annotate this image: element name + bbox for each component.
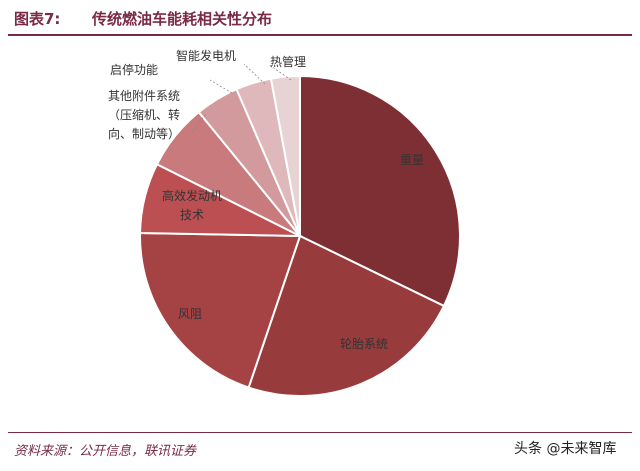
leader-line-5 [209, 79, 233, 94]
slice-label-line: 向、制动等） [108, 126, 180, 141]
slice-label-3: 高效发动机技术 [162, 188, 222, 222]
slice-label-line: 其他附件系统 [108, 89, 180, 103]
top-divider [8, 34, 632, 36]
slice-label-line: 智能发电机 [176, 48, 236, 63]
slice-label-6: 智能发电机 [176, 48, 236, 63]
pie-slices [139, 74, 461, 398]
header: 图表7: 传统燃油车能耗相关性分布 [0, 0, 640, 36]
slice-label-line: 风阻 [178, 307, 202, 321]
slice-label-line: 热管理 [270, 54, 306, 69]
leader-line-7 [267, 63, 292, 81]
watermark: 头条 @未来智库 [510, 437, 621, 459]
pie-slice-1 [247, 234, 446, 398]
slice-label-line: （压缩机、转 [108, 107, 180, 122]
slice-label-5: 启停功能 [110, 62, 158, 77]
pie-slice-0 [299, 74, 461, 308]
slice-label-7: 热管理 [270, 54, 306, 69]
slice-label-line: 轮胎系统 [340, 337, 388, 351]
chart-title: 传统燃油车能耗相关性分布 [92, 10, 273, 28]
slice-label-line: 高效发动机 [162, 188, 222, 203]
source-note: 资料来源：公开信息，联讯证券 [14, 444, 197, 459]
slice-label-4: 其他附件系统 （压缩机、转向、制动等） [108, 89, 180, 141]
pie-slice-7 [269, 74, 301, 237]
slice-label-0: 重量 [400, 153, 424, 167]
bottom-divider [8, 432, 632, 433]
slice-label-1: 轮胎系统 [340, 337, 388, 351]
figure-label: 图表7: [14, 10, 61, 28]
slice-label-line: 启停功能 [110, 62, 158, 77]
leader-line-6 [243, 63, 266, 85]
pie-slice-2 [139, 231, 302, 389]
slice-label-line: 重量 [400, 153, 424, 167]
slice-label-2: 风阻 [178, 307, 202, 321]
slice-label-line: 技术 [180, 208, 204, 222]
leader-lines [191, 63, 292, 133]
